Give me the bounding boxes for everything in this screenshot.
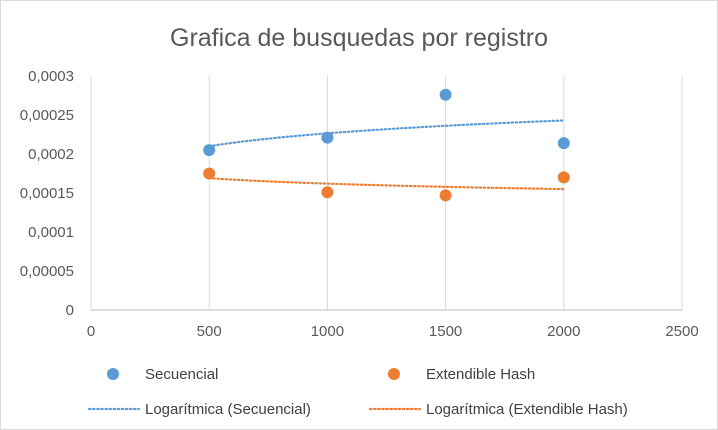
data-point — [203, 167, 216, 180]
trendline — [208, 177, 565, 191]
data-point — [557, 171, 570, 184]
y-tick-label: 0,00025 — [20, 107, 74, 124]
data-point — [439, 88, 452, 101]
x-tick-label: 2000 — [547, 323, 580, 340]
chart-title: Grafica de busquedas por registro — [170, 24, 548, 52]
data-point — [203, 144, 216, 157]
legend-marker — [107, 368, 119, 380]
x-tick-label: 1500 — [429, 323, 462, 340]
axis-layer: 0 500 1000 1500 2000 2500 0 0,00005 0,0001 0,0001… — [20, 68, 699, 340]
trendline — [208, 119, 565, 148]
legend: Secuencial Extendible Hash Logarítmica (Se… — [87, 366, 628, 418]
y-tick-label: 0,0003 — [28, 68, 74, 85]
grid-layer — [90, 76, 683, 310]
legend-marker — [388, 368, 400, 380]
y-tick-label: 0,00015 — [20, 185, 74, 202]
legend-label: Logarítmica (Extendible Hash) — [426, 401, 628, 418]
x-tick-label: 1000 — [311, 323, 344, 340]
x-tick-label: 2500 — [665, 323, 698, 340]
legend-label: Logarítmica (Secuencial) — [145, 401, 311, 418]
y-tick-label: 0,00005 — [20, 263, 74, 280]
trendline-layer — [208, 119, 565, 191]
x-tick-label: 0 — [87, 323, 95, 340]
data-point — [557, 137, 570, 150]
data-point — [321, 131, 334, 144]
legend-label: Secuencial — [145, 366, 218, 383]
data-point — [321, 186, 334, 199]
legend-label: Extendible Hash — [426, 366, 535, 383]
x-tick-label: 500 — [197, 323, 222, 340]
point-layer — [203, 88, 570, 202]
y-tick-label: 0,0002 — [28, 146, 74, 163]
y-tick-label: 0,0001 — [28, 224, 74, 241]
y-tick-label: 0 — [66, 302, 74, 319]
data-point — [439, 189, 452, 202]
